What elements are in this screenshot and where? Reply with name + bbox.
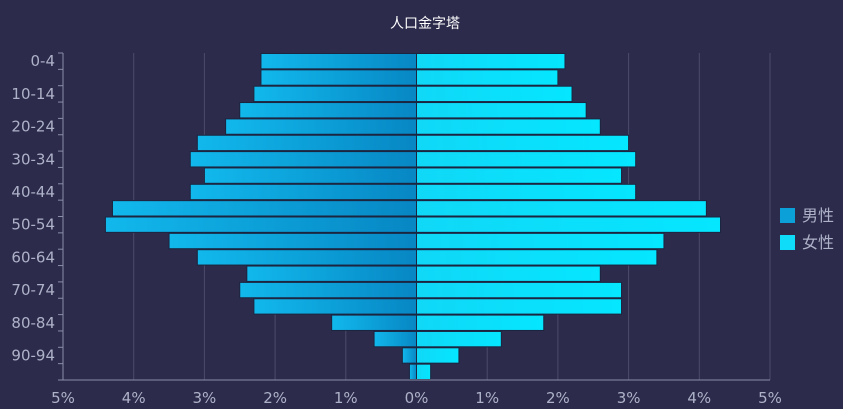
female-bar-95+[interactable] [416,363,432,380]
x-tick-label: 3% [617,389,641,407]
male-bar-75-79[interactable] [253,298,417,315]
male-bar-55-59[interactable] [168,232,417,250]
male-bar-5-9[interactable] [260,69,417,86]
female-bar-55-59[interactable] [416,232,665,250]
female-bar-65-69[interactable] [416,265,601,282]
x-tick-label: 2% [263,389,287,407]
x-tick-label: 5% [758,389,782,407]
female-bar-40-44[interactable] [416,183,637,201]
x-tick-label: 4% [122,389,146,407]
x-tick-label: 5% [51,389,75,407]
y-tick-label: 90-94 [11,346,55,364]
female-bar-35-39[interactable] [416,167,623,184]
male-bar-20-24[interactable] [225,118,417,135]
y-tick-label: 70-74 [11,281,55,299]
male-bar-60-64[interactable] [196,249,417,266]
male-bar-90-94[interactable] [401,347,417,364]
female-bar-90-94[interactable] [416,347,460,364]
male-bar-40-44[interactable] [189,183,417,201]
y-tick-label: 80-84 [11,314,55,332]
male-bar-0-4[interactable] [260,53,417,70]
female-bar-60-64[interactable] [416,249,658,266]
female-bar-80-84[interactable] [416,314,545,331]
male-bar-45-49[interactable] [111,200,418,217]
legend-label-male[interactable]: 男性 [802,206,834,225]
y-tick-label: 60-64 [11,248,55,266]
male-bar-80-84[interactable] [331,314,417,331]
female-bar-25-29[interactable] [416,134,630,152]
female-bar-50-54[interactable] [416,216,722,233]
male-bar-50-54[interactable] [104,216,417,233]
chart-title: 人口金字塔 [390,16,460,32]
male-bar-65-69[interactable] [246,265,417,282]
x-tick-label: 4% [687,389,711,407]
y-tick-label: 50-54 [11,216,55,234]
legend-swatch-female[interactable] [780,235,795,250]
male-bar-25-29[interactable] [196,134,417,152]
y-tick-label: 30-34 [11,150,55,168]
y-tick-label: 0-4 [31,52,56,70]
female-bar-15-19[interactable] [416,102,587,119]
male-bar-85-89[interactable] [373,330,417,348]
legend-swatch-male[interactable] [780,208,795,223]
x-tick-label: 2% [546,389,570,407]
x-tick-label: 1% [475,389,499,407]
female-bar-45-49[interactable] [416,200,707,217]
y-tick-label: 40-44 [11,183,55,201]
y-tick-label: 20-24 [11,118,55,136]
female-bar-30-34[interactable] [416,151,637,168]
axis-layer: 5% 4% 3% 2% 1% 0% 1% 2% 3% 4% 5% 0-4 10-14 20-24 30-34… [11,52,781,407]
male-bar-35-39[interactable] [203,167,417,184]
male-bar-30-34[interactable] [189,151,417,168]
male-bar-10-14[interactable] [253,85,417,103]
female-bar-75-79[interactable] [416,298,623,315]
female-bar-70-74[interactable] [416,281,623,299]
female-bar-10-14[interactable] [416,85,573,103]
female-bar-20-24[interactable] [416,118,601,135]
x-tick-label: 1% [334,389,358,407]
x-tick-label: 0% [405,389,429,407]
female-bar-5-9[interactable] [416,69,559,86]
bars-layer [104,53,722,380]
female-bar-85-89[interactable] [416,330,502,348]
male-bar-95+[interactable] [408,363,417,380]
female-bar-0-4[interactable] [416,53,566,70]
legend-label-female[interactable]: 女性 [802,233,834,252]
male-bar-70-74[interactable] [239,281,417,299]
x-tick-label: 3% [193,389,217,407]
male-bar-15-19[interactable] [239,102,417,119]
y-tick-label: 10-14 [11,85,55,103]
